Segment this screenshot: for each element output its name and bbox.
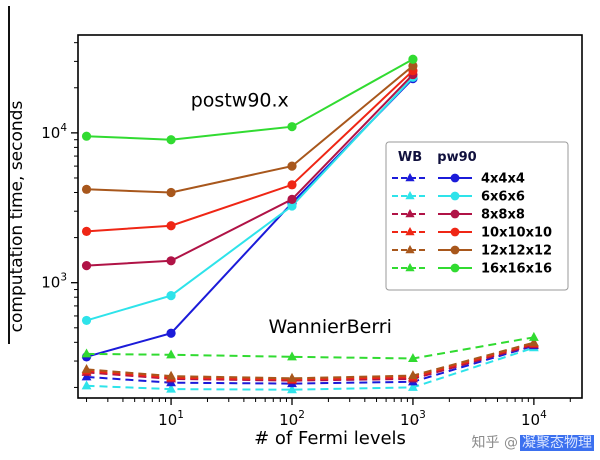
x-tick-label: 104: [521, 409, 547, 429]
marker-circle-10x10x10: [166, 221, 176, 231]
legend-pw90-circle: [450, 209, 460, 219]
marker-triangle-16x16x16: [287, 351, 297, 361]
marker-triangle-16x16x16: [408, 353, 418, 362]
series-line-pw90-6x6x6: [86, 76, 414, 322]
annotation-wannierberri: WannierBerri: [269, 316, 392, 338]
y-tick-label: 103: [41, 272, 67, 292]
watermark-username: 凝聚态物理: [520, 435, 594, 451]
marker-triangle-12x12x12: [81, 363, 92, 373]
marker-circle-10x10x10: [81, 226, 92, 236]
marker-circle-6x6x6: [287, 201, 297, 211]
y-tick-label: 104: [41, 122, 67, 142]
legend-header-wb: WB: [398, 150, 422, 165]
marker-circle-6x6x6: [166, 291, 176, 301]
series-line-pw90-8x8x8: [86, 73, 414, 267]
legend-wb-triangle: [405, 191, 415, 200]
marker-circle-16x16x16: [408, 54, 418, 64]
marker-triangle-12x12x12: [287, 372, 297, 382]
marker-triangle-6x6x6: [408, 382, 418, 391]
legend-label: 4x4x4: [481, 172, 525, 187]
marker-circle-12x12x12: [81, 184, 92, 194]
x-tick-label: 103: [400, 409, 426, 429]
marker-triangle-16x16x16: [81, 348, 92, 358]
legend-pw90-circle: [450, 227, 460, 237]
plot-frame: [77, 34, 583, 399]
legend-pw90-circle: [450, 191, 460, 201]
legend-pw90-circle: [450, 263, 460, 273]
x-tick-label: 101: [158, 409, 184, 429]
marker-circle-16x16x16: [166, 135, 176, 145]
legend-wb-triangle: [405, 227, 415, 236]
x-tick-label: 102: [279, 409, 305, 429]
legend-label: 10x10x10: [481, 226, 552, 241]
marker-circle-12x12x12: [408, 61, 418, 71]
legend-label: 8x8x8: [481, 208, 525, 223]
legend-pw90-circle: [450, 173, 460, 183]
series-line-WB-12x12x12: [86, 341, 535, 380]
marker-triangle-6x6x6: [81, 380, 92, 390]
series-line-WB-10x10x10: [86, 342, 535, 381]
marker-triangle-16x16x16: [166, 349, 176, 359]
legend-wb-triangle: [405, 263, 415, 272]
marker-circle-16x16x16: [81, 131, 92, 141]
legend-wb-triangle: [405, 173, 415, 182]
marker-circle-8x8x8: [287, 194, 297, 204]
legend-label: 12x12x12: [481, 244, 552, 259]
legend-label: 6x6x6: [481, 190, 525, 205]
marker-circle-4x4x4: [166, 328, 176, 338]
marker-circle-8x8x8: [81, 261, 92, 271]
left-border-line: [8, 6, 10, 344]
marker-triangle-12x12x12: [166, 370, 176, 380]
marker-circle-12x12x12: [287, 161, 297, 171]
series-line-WB-16x16x16: [86, 336, 535, 360]
series-line-pw90-4x4x4: [86, 78, 414, 358]
series-line-pw90-12x12x12: [86, 65, 414, 194]
watermark: 知乎 @ 凝聚态物理: [472, 432, 594, 452]
marker-triangle-16x16x16: [528, 331, 539, 341]
marker-triangle-6x6x6: [166, 383, 176, 393]
legend-header-pw90: pw90: [437, 150, 476, 165]
series-line-WB-4x4x4: [86, 344, 535, 385]
series-line-pw90-16x16x16: [86, 58, 414, 141]
marker-circle-10x10x10: [287, 180, 297, 190]
marker-triangle-4x4x4: [81, 371, 92, 381]
marker-triangle-6x6x6: [287, 384, 297, 394]
annotation-postw90x: postw90.x: [191, 89, 289, 111]
marker-circle-8x8x8: [166, 256, 176, 266]
series-line-WB-8x8x8: [86, 343, 535, 382]
legend-wb-triangle: [405, 245, 415, 254]
watermark-prefix: 知乎 @: [471, 435, 518, 451]
legend-pw90-circle: [450, 245, 460, 255]
x-axis-label: # of Fermi levels: [254, 428, 406, 449]
marker-circle-12x12x12: [166, 187, 176, 198]
marker-triangle-12x12x12: [528, 337, 539, 347]
legend-label: 16x16x16: [481, 262, 552, 277]
legend-box: [385, 141, 569, 291]
marker-circle-16x16x16: [287, 122, 297, 132]
series-line-pw90-10x10x10: [86, 69, 414, 233]
legend-wb-triangle: [405, 209, 415, 218]
marker-circle-6x6x6: [81, 315, 92, 326]
marker-triangle-12x12x12: [408, 370, 418, 380]
y-axis-label: computation time, seconds: [7, 101, 27, 333]
series-line-WB-6x6x6: [86, 346, 535, 391]
